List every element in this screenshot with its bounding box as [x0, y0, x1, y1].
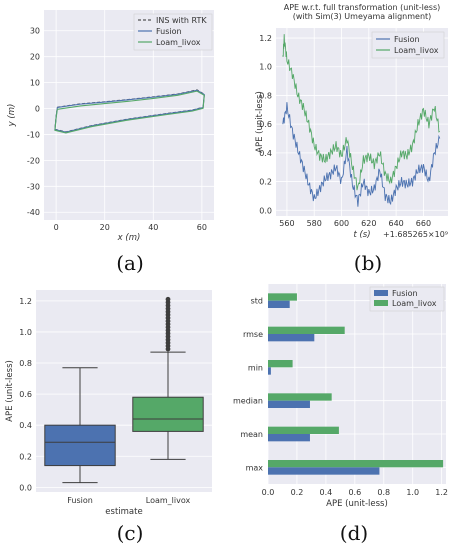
y-axis-label: APE (unit-less)	[255, 91, 265, 153]
x-axis-label: t (s)	[353, 230, 370, 240]
x-tick-label: 620	[361, 219, 376, 228]
x-tick-label: Fusion	[67, 496, 93, 505]
x-axis-label: APE (unit-less)	[326, 499, 388, 509]
x-tick-label: 0.4	[320, 488, 333, 497]
x-tick-label: 560	[279, 219, 294, 228]
y-tick-label: 0.8	[19, 359, 32, 368]
y-tick-label: median	[233, 397, 263, 406]
y-tick-label: 20	[30, 53, 40, 62]
x-offset-label: +1.685265×10⁹	[383, 230, 448, 239]
outlier-point	[165, 296, 171, 302]
y-tick-label: 0.8	[259, 91, 272, 100]
y-tick-label: -10	[27, 130, 40, 139]
legend-label: Loam_livox	[392, 299, 437, 308]
boxplot-panel: 0.0 0.2 0.4 0.6 0.8 1.0 1.2 Fusion Loam_livoxest…	[5, 290, 212, 517]
x-tick-label: 0.8	[377, 488, 390, 497]
x-tick-label: 0	[54, 223, 59, 232]
bar-loam-livox-min	[268, 360, 293, 368]
caption-a: (a)	[116, 251, 144, 275]
y-tick-label: max	[246, 463, 264, 472]
caption-d: (d)	[340, 521, 368, 545]
series-line-loam-livox	[282, 34, 441, 191]
box-loam-livox	[132, 396, 204, 432]
x-tick-label: 1.0	[406, 488, 419, 497]
bar-fusion-min	[268, 367, 271, 375]
bar-fusion-mean	[268, 434, 310, 442]
y-tick-label: 0.6	[259, 120, 272, 129]
ape-time-panel: APE w.r.t. full transformation (unit-les…	[255, 3, 448, 240]
bar-fusion-rmse	[268, 334, 315, 342]
y-tick-label: 30	[30, 27, 40, 36]
plot-area-d	[268, 284, 446, 484]
legend-label: Fusion	[394, 35, 420, 44]
y-tick-label: mean	[240, 430, 263, 439]
y-tick-label: 0.2	[259, 178, 272, 187]
x-axis-label: estimate	[105, 507, 142, 517]
x-tick-label: 0.2	[291, 488, 304, 497]
legend-label: Loam_livox	[156, 38, 201, 47]
chart-title-line: APE w.r.t. full transformation (unit-les…	[284, 3, 441, 12]
bar-fusion-max	[268, 467, 380, 475]
bar-loam-livox-rmse	[268, 326, 345, 334]
series-line-fusion	[282, 102, 441, 207]
y-tick-label: std	[251, 297, 263, 306]
bar-loam-livox-std	[268, 293, 297, 301]
x-tick-label: 580	[307, 219, 322, 228]
x-tick-label: 60	[197, 223, 207, 232]
y-axis-label: APE (unit-less)	[5, 360, 15, 422]
x-tick-label: 1.2	[435, 488, 448, 497]
x-tick-label: 640	[388, 219, 403, 228]
y-tick-label: 1.0	[19, 328, 32, 337]
caption-c: (c)	[117, 521, 144, 545]
y-tick-label: -40	[27, 208, 40, 217]
x-tick-label: 20	[100, 223, 110, 232]
y-tick-label: 1.2	[19, 297, 32, 306]
x-axis-label: x (m)	[117, 233, 141, 243]
x-tick-label: Loam_livox	[146, 496, 191, 505]
y-tick-label: min	[248, 363, 263, 372]
y-tick-label: 10	[30, 79, 40, 88]
bar-fusion-median	[268, 400, 310, 408]
y-tick-label: 0.0	[19, 483, 32, 492]
bar-loam-livox-max	[268, 460, 444, 468]
trajectory-panel: 0 20 40 60 30 20 10 0 -10 -20 -30 -40 INS with RTK Fu…	[7, 10, 214, 243]
y-tick-label: 0.4	[259, 149, 272, 158]
y-tick-label: 0	[35, 105, 40, 114]
legend-label: Fusion	[156, 27, 182, 36]
legend-swatch	[374, 300, 388, 306]
stats-bar-panel: 0.0 0.2 0.4 0.6 0.8 1.0 1.2 std rmse min median mea…	[233, 284, 448, 509]
y-tick-label: 0.2	[19, 452, 32, 461]
x-tick-label: 40	[148, 223, 158, 232]
legend-label: Loam_livox	[394, 46, 439, 55]
y-tick-label: 0.6	[19, 390, 32, 399]
legend-swatch	[374, 290, 388, 296]
bar-loam-livox-mean	[268, 426, 339, 434]
y-tick-label: 1.2	[259, 34, 272, 43]
chart-title-line: (with Sim(3) Umeyama alignment)	[293, 12, 432, 21]
bar-fusion-std	[268, 300, 290, 308]
legend-label: Fusion	[392, 289, 418, 298]
y-tick-label: 0.4	[19, 421, 32, 430]
y-tick-label: 0.0	[259, 206, 272, 215]
legend-box-b	[371, 31, 445, 59]
box-fusion	[44, 424, 116, 467]
x-tick-label: 600	[334, 219, 349, 228]
x-tick-label: 0.6	[348, 488, 361, 497]
x-tick-label: 660	[416, 219, 431, 228]
x-tick-label: 0.0	[262, 488, 275, 497]
y-tick-label: -20	[27, 156, 40, 165]
y-tick-label: 1.0	[259, 63, 272, 72]
legend-label: INS with RTK	[156, 16, 207, 25]
y-tick-label: rmse	[243, 330, 263, 339]
series-line-loam-livox	[54, 90, 205, 134]
legend-box-a	[133, 13, 213, 51]
y-axis-label: y (m)	[7, 104, 17, 128]
y-tick-label: -30	[27, 182, 40, 191]
bar-loam-livox-median	[268, 393, 332, 401]
caption-b: (b)	[354, 251, 382, 275]
